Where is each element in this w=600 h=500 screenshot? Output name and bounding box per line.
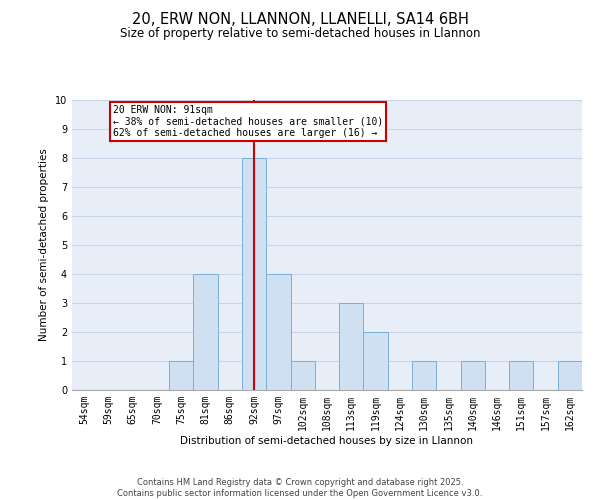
Bar xyxy=(290,361,315,390)
Text: 20, ERW NON, LLANNON, LLANELLI, SA14 6BH: 20, ERW NON, LLANNON, LLANELLI, SA14 6BH xyxy=(131,12,469,28)
Bar xyxy=(266,274,290,390)
Bar xyxy=(412,361,436,390)
Bar xyxy=(364,332,388,390)
Text: Size of property relative to semi-detached houses in Llannon: Size of property relative to semi-detach… xyxy=(120,28,480,40)
Bar xyxy=(461,361,485,390)
Bar xyxy=(242,158,266,390)
Text: Contains HM Land Registry data © Crown copyright and database right 2025.
Contai: Contains HM Land Registry data © Crown c… xyxy=(118,478,482,498)
Bar xyxy=(193,274,218,390)
X-axis label: Distribution of semi-detached houses by size in Llannon: Distribution of semi-detached houses by … xyxy=(181,436,473,446)
Bar xyxy=(339,303,364,390)
Y-axis label: Number of semi-detached properties: Number of semi-detached properties xyxy=(40,148,49,342)
Bar xyxy=(169,361,193,390)
Text: 20 ERW NON: 91sqm
← 38% of semi-detached houses are smaller (10)
62% of semi-det: 20 ERW NON: 91sqm ← 38% of semi-detached… xyxy=(113,105,383,138)
Bar xyxy=(509,361,533,390)
Bar xyxy=(558,361,582,390)
